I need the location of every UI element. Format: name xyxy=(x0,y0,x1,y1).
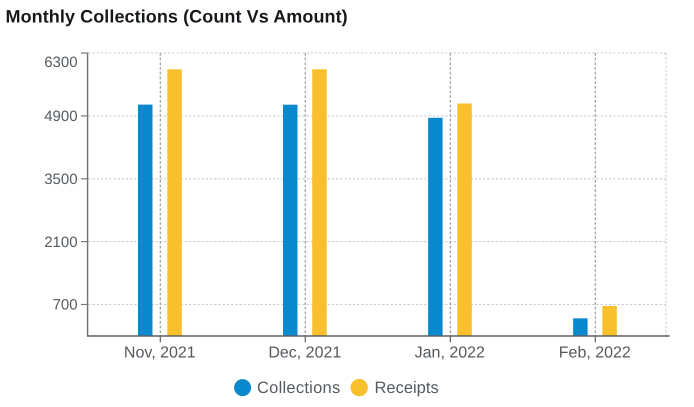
svg-text:Dec, 2021: Dec, 2021 xyxy=(268,345,341,362)
svg-text:Nov, 2021: Nov, 2021 xyxy=(124,345,196,362)
svg-text:Monthly Collections (Count Vs: Monthly Collections (Count Vs Amount) xyxy=(6,6,348,26)
svg-text:Jan, 2022: Jan, 2022 xyxy=(415,345,485,362)
svg-text:3500: 3500 xyxy=(44,171,77,188)
svg-text:Feb, 2022: Feb, 2022 xyxy=(559,345,631,362)
svg-text:6300: 6300 xyxy=(44,54,77,71)
svg-text:4900: 4900 xyxy=(44,108,77,125)
svg-text:Collections: Collections xyxy=(257,379,340,397)
svg-text:2100: 2100 xyxy=(44,234,77,251)
svg-text:700: 700 xyxy=(53,297,78,314)
svg-text:Receipts: Receipts xyxy=(375,379,439,397)
